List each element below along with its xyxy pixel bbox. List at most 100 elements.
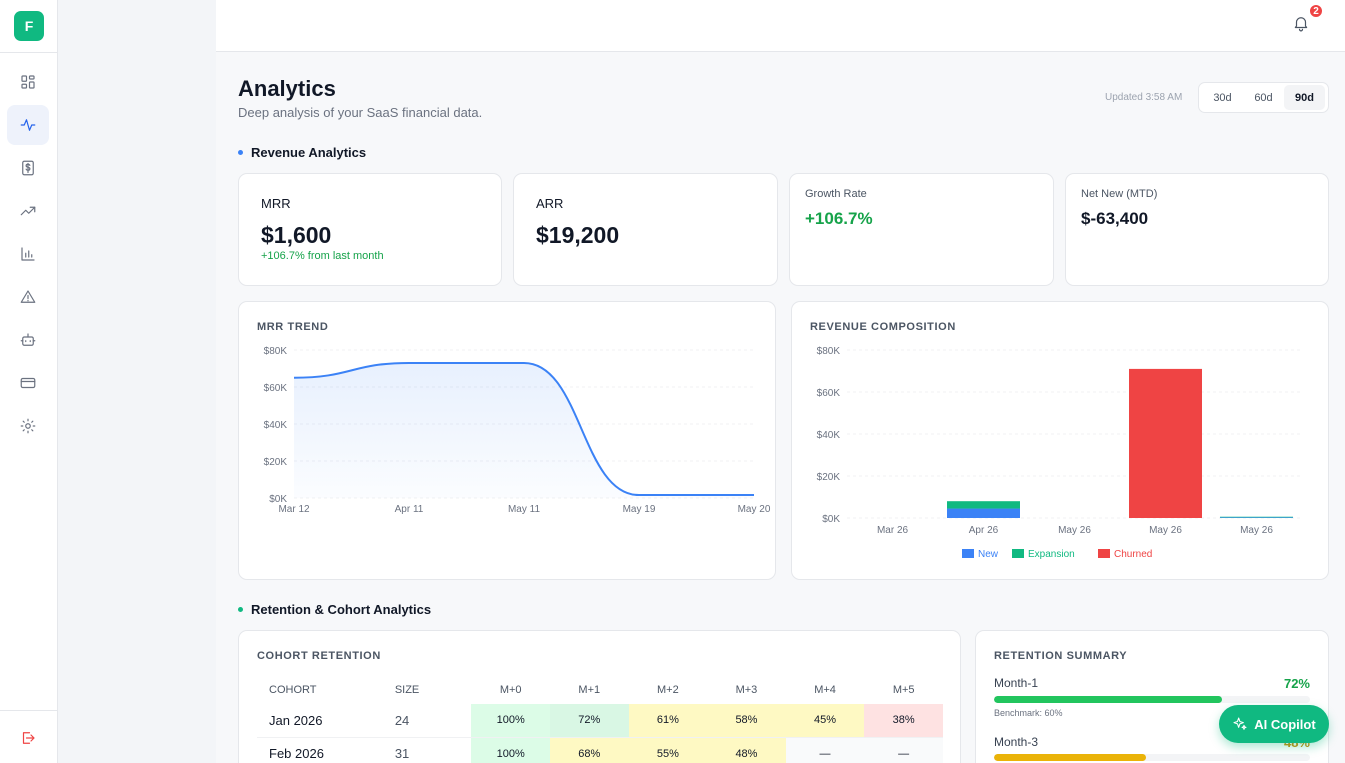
y-tick-label: $40K (817, 430, 841, 441)
retention-cell: 100% (471, 704, 550, 738)
section-dot (238, 607, 243, 612)
revenue-composition-card: REVENUE COMPOSITION $0K $20K $40K $60K $80K M… (791, 301, 1329, 580)
legend-label: Churned (1114, 549, 1152, 560)
range-60d-button[interactable]: 60d (1254, 91, 1273, 104)
sidebar-item-analytics[interactable] (7, 105, 49, 145)
section-dot (238, 150, 243, 155)
benchmark-label: Benchmark: 60% (994, 708, 1063, 718)
cohort-size: 24 (394, 704, 472, 738)
legend-swatch (962, 549, 974, 558)
table-header-row: COHORT SIZE M+0 M+1 M+2 M+3 M+4 M+5 (257, 676, 943, 704)
retention-cell: 61% (628, 704, 708, 738)
section-retention-analytics: Retention & Cohort Analytics (238, 602, 431, 617)
retention-cell: 68% (549, 737, 629, 763)
kpi-card-arr: ARR $19,200 (513, 173, 778, 286)
kpi-card-net-new: Net New (MTD) $-63,400 (1065, 173, 1329, 286)
section-revenue-analytics: Revenue Analytics (238, 145, 366, 160)
column-header: SIZE (394, 684, 420, 696)
sidebar-divider (0, 52, 58, 53)
date-range-selector: 30d 60d 90d (1198, 82, 1329, 113)
table-row: Feb 2026 31 100% 68% 55% 48% — — (257, 737, 943, 763)
top-bar: 2 (216, 0, 1345, 52)
dollar-icon (22, 160, 34, 176)
sidebar-item-payments[interactable] (7, 363, 49, 403)
retention-cell: — (785, 737, 865, 763)
grid-icon (21, 75, 35, 89)
legend-label: New (978, 549, 999, 560)
range-30d-button[interactable]: 30d (1213, 91, 1232, 104)
logout-button[interactable] (7, 718, 49, 758)
kpi-label: MRR (261, 196, 291, 211)
chart-title: REVENUE COMPOSITION (810, 321, 956, 333)
sidebar-item-billing[interactable] (7, 148, 49, 188)
page-title: Analytics (238, 76, 336, 101)
retention-cell: 100% (471, 737, 550, 763)
column-header: M+3 (735, 684, 758, 696)
x-tick-label: May 26 (1240, 525, 1273, 536)
sidebar-divider (0, 710, 58, 711)
sidebar-item-reports[interactable] (7, 234, 49, 274)
ai-copilot-label: AI Copilot (1254, 716, 1316, 732)
sidebar-item-growth[interactable] (7, 191, 49, 231)
bar-chart-icon (21, 247, 35, 261)
bar-new (947, 508, 1020, 518)
retention-percent: 72% (1283, 676, 1310, 691)
x-tick-label: May 20 (738, 504, 771, 515)
column-header: M+1 (578, 684, 601, 696)
y-tick-label: $0K (822, 514, 840, 525)
bar-expansion (947, 501, 1020, 509)
kpi-value: +106.7% (805, 209, 873, 228)
retention-cell: 38% (864, 704, 943, 738)
x-tick-label: Mar 12 (278, 504, 310, 515)
y-tick-label: $80K (817, 346, 841, 357)
column-header: M+5 (892, 684, 915, 696)
x-tick-label: May 19 (623, 504, 656, 515)
retention-label: Month-1 (994, 676, 1039, 690)
secondary-panel (58, 0, 216, 763)
y-tick-label: $20K (817, 472, 841, 483)
retention-bar (994, 696, 1310, 703)
retention-bar-fill (994, 696, 1222, 703)
sidebar-item-alerts[interactable] (7, 277, 49, 317)
alert-triangle-icon (20, 290, 36, 303)
section-title-text: Revenue Analytics (251, 145, 367, 160)
section-title-text: Retention & Cohort Analytics (251, 602, 432, 617)
revenue-composition-chart: $0K $20K $40K $60K $80K Mar 26 Apr 26 May 26 May… (817, 346, 1302, 560)
ai-copilot-button[interactable]: AI Copilot (1219, 705, 1329, 743)
brand-logo[interactable]: F (14, 11, 44, 41)
retention-label: Month-3 (994, 735, 1039, 749)
sidebar-item-automation[interactable] (7, 320, 49, 360)
y-tick-label: $20K (264, 457, 288, 468)
card-title: RETENTION SUMMARY (994, 650, 1128, 662)
sidebar-item-settings[interactable] (7, 406, 49, 446)
column-header: COHORT (269, 684, 317, 696)
column-header: M+0 (499, 684, 522, 696)
range-90d-button[interactable]: 90d (1284, 85, 1325, 110)
x-tick-label: Apr 11 (395, 504, 424, 515)
kpi-delta: +106.7% from last month (261, 250, 384, 262)
kpi-value: $-63,400 (1081, 209, 1149, 228)
trending-up-icon (20, 206, 36, 216)
bar-expansion (1220, 516, 1293, 518)
retention-cell: — (864, 737, 943, 763)
x-tick-label: May 11 (508, 504, 540, 515)
chart-title: MRR TREND (257, 321, 329, 333)
kpi-label: ARR (536, 196, 564, 211)
kpi-value: $1,600 (261, 222, 332, 248)
page-subtitle: Deep analysis of your SaaS financial dat… (238, 105, 483, 120)
sidebar: F (0, 0, 58, 763)
legend-swatch (1098, 549, 1110, 558)
mrr-trend-card: MRR TREND $0K $20K $40K $60K $80K Mar 12 Apr 1… (238, 301, 776, 580)
bar-new (1220, 517, 1293, 518)
y-tick-label: $0K (269, 494, 287, 505)
bell-icon (1294, 17, 1308, 32)
card-title: COHORT RETENTION (257, 650, 381, 662)
notification-badge: 2 (1308, 3, 1324, 19)
notifications-button[interactable] (1292, 14, 1312, 34)
retention-cell: 55% (628, 737, 708, 763)
retention-cell: 45% (785, 704, 865, 738)
retention-bar (994, 754, 1310, 761)
sidebar-item-dashboard[interactable] (7, 62, 49, 102)
kpi-card-growth-rate: Growth Rate +106.7% (789, 173, 1054, 286)
cohort-retention-card: COHORT RETENTION COHORT SIZE M+0 M+1 M+2… (238, 630, 961, 763)
